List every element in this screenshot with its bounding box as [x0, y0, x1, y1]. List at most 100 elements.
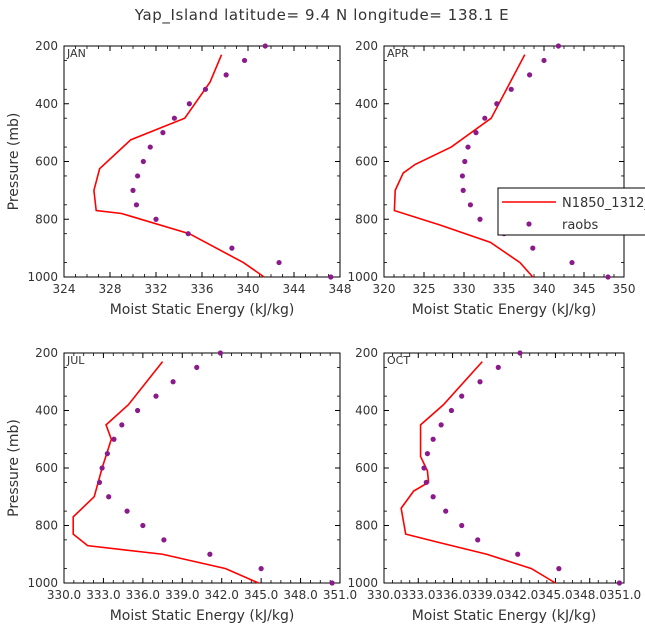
- data-point-raobs: [186, 101, 192, 107]
- data-point-raobs: [424, 451, 431, 457]
- y-tick-label: 800: [355, 212, 378, 226]
- x-tick-label: 332: [145, 282, 168, 296]
- series-line-model: [72, 361, 259, 584]
- y-tick-label: 400: [35, 404, 58, 418]
- data-point-raobs: [605, 274, 611, 280]
- data-point-raobs: [185, 231, 191, 237]
- data-point-raobs: [459, 173, 465, 179]
- panel-label: JAN: [66, 47, 86, 60]
- data-point-raobs: [494, 101, 500, 107]
- y-tick-label: 400: [355, 404, 378, 418]
- x-tick-label: 339.0: [165, 588, 199, 602]
- data-point-raobs: [430, 494, 436, 500]
- data-point-raobs: [96, 479, 103, 485]
- data-point-raobs: [328, 274, 334, 280]
- y-tick-label: 1000: [27, 270, 58, 284]
- x-tick-label: 325: [413, 282, 436, 296]
- y-tick-label: 600: [35, 461, 58, 475]
- legend-label: raobs: [562, 218, 599, 233]
- y-tick-label: 200: [35, 39, 58, 53]
- panel-label: OCT: [387, 354, 410, 367]
- x-tick-label: 351.0: [607, 588, 641, 602]
- data-point-raobs: [135, 407, 141, 414]
- y-tick-label: 800: [35, 212, 58, 226]
- figure-title: Yap_Island latitude= 9.4 N longitude= 13…: [134, 6, 509, 25]
- plot-frame: [63, 45, 341, 278]
- x-tick-label: 328: [99, 282, 122, 296]
- data-point-raobs: [460, 187, 466, 193]
- x-tick-label: 336.0: [126, 588, 160, 602]
- x-tick-label: 320: [373, 282, 396, 296]
- y-tick-label: 600: [355, 155, 378, 169]
- data-point-raobs: [482, 115, 488, 121]
- data-point-raobs: [527, 72, 533, 78]
- data-point-raobs: [530, 245, 536, 251]
- x-tick-label: 351.0: [323, 588, 357, 602]
- x-tick-label: 333.0: [401, 588, 435, 602]
- panel-label: APR: [387, 47, 409, 60]
- x-tick-label: 340: [533, 282, 556, 296]
- data-point-raobs: [517, 350, 523, 356]
- panel-jul: JUL 330.0 333.0 336.0 339.0 342.0 345.0 348.0 35…: [6, 346, 357, 624]
- series-line-model: [393, 54, 534, 278]
- x-tick-label: 348: [329, 282, 352, 296]
- data-point-raobs: [104, 451, 110, 457]
- x-tick-label: 340: [237, 282, 260, 296]
- data-point-raobs: [329, 580, 335, 586]
- data-point-raobs: [202, 86, 209, 92]
- x-tick-label: 330.0: [367, 588, 401, 602]
- data-point-raobs: [258, 566, 264, 572]
- data-point-raobs: [459, 393, 465, 399]
- plot-frame: [63, 352, 341, 584]
- data-point-raobs: [140, 522, 146, 529]
- x-tick-label: 345.0: [538, 588, 572, 602]
- panel-label: JUL: [66, 354, 85, 367]
- data-point-raobs: [438, 422, 444, 428]
- data-point-raobs: [430, 436, 436, 442]
- data-point-raobs: [171, 115, 177, 121]
- data-point-raobs: [569, 259, 575, 266]
- data-point-raobs: [153, 216, 159, 222]
- x-tick-label: 348.0: [573, 588, 607, 602]
- data-point-raobs: [515, 551, 521, 557]
- x-tick-label: 342.0: [205, 588, 239, 602]
- panel-jan: JAN 324 328 332 336 340 344 348 200 400 600 800 1000…: [6, 39, 351, 318]
- data-point-raobs: [473, 130, 479, 136]
- x-tick-label: 330.0: [47, 588, 81, 602]
- data-point-raobs: [421, 465, 427, 471]
- data-point-raobs: [465, 144, 471, 150]
- data-point-raobs: [541, 57, 547, 64]
- x-tick-label: 344: [283, 282, 306, 296]
- data-point-raobs: [147, 144, 153, 150]
- data-point-raobs: [443, 508, 449, 514]
- y-tick-label: 200: [35, 346, 58, 360]
- data-point-raobs: [262, 43, 268, 49]
- data-point-raobs: [276, 259, 282, 266]
- data-point-raobs: [130, 187, 136, 193]
- data-point-raobs: [99, 465, 105, 471]
- y-tick-label: 200: [355, 39, 378, 53]
- x-tick-label: 336.0: [435, 588, 469, 602]
- data-point-raobs: [459, 522, 465, 529]
- data-point-raobs: [448, 407, 455, 414]
- data-point-raobs: [106, 494, 112, 500]
- data-point-raobs: [217, 350, 223, 356]
- data-point-raobs: [133, 202, 140, 208]
- x-tick-label: 350: [613, 282, 636, 296]
- x-tick-label: 330: [453, 282, 476, 296]
- data-point-raobs: [124, 508, 130, 514]
- legend-label: N1850_1312_f1: [562, 196, 645, 211]
- y-tick-label: 1000: [347, 270, 378, 284]
- data-point-raobs: [508, 86, 514, 92]
- data-point-raobs: [119, 422, 125, 428]
- x-tick-label: 345.0: [244, 588, 278, 602]
- data-point-raobs: [241, 57, 248, 64]
- legend-marker-swatch: [526, 221, 532, 227]
- plot-frame: [383, 352, 625, 584]
- x-tick-label: 333.0: [86, 588, 120, 602]
- data-point-raobs: [495, 364, 501, 370]
- data-point-raobs: [555, 43, 562, 49]
- data-point-raobs: [556, 566, 562, 572]
- x-tick-label: 345: [573, 282, 596, 296]
- y-tick-label: 800: [355, 519, 378, 533]
